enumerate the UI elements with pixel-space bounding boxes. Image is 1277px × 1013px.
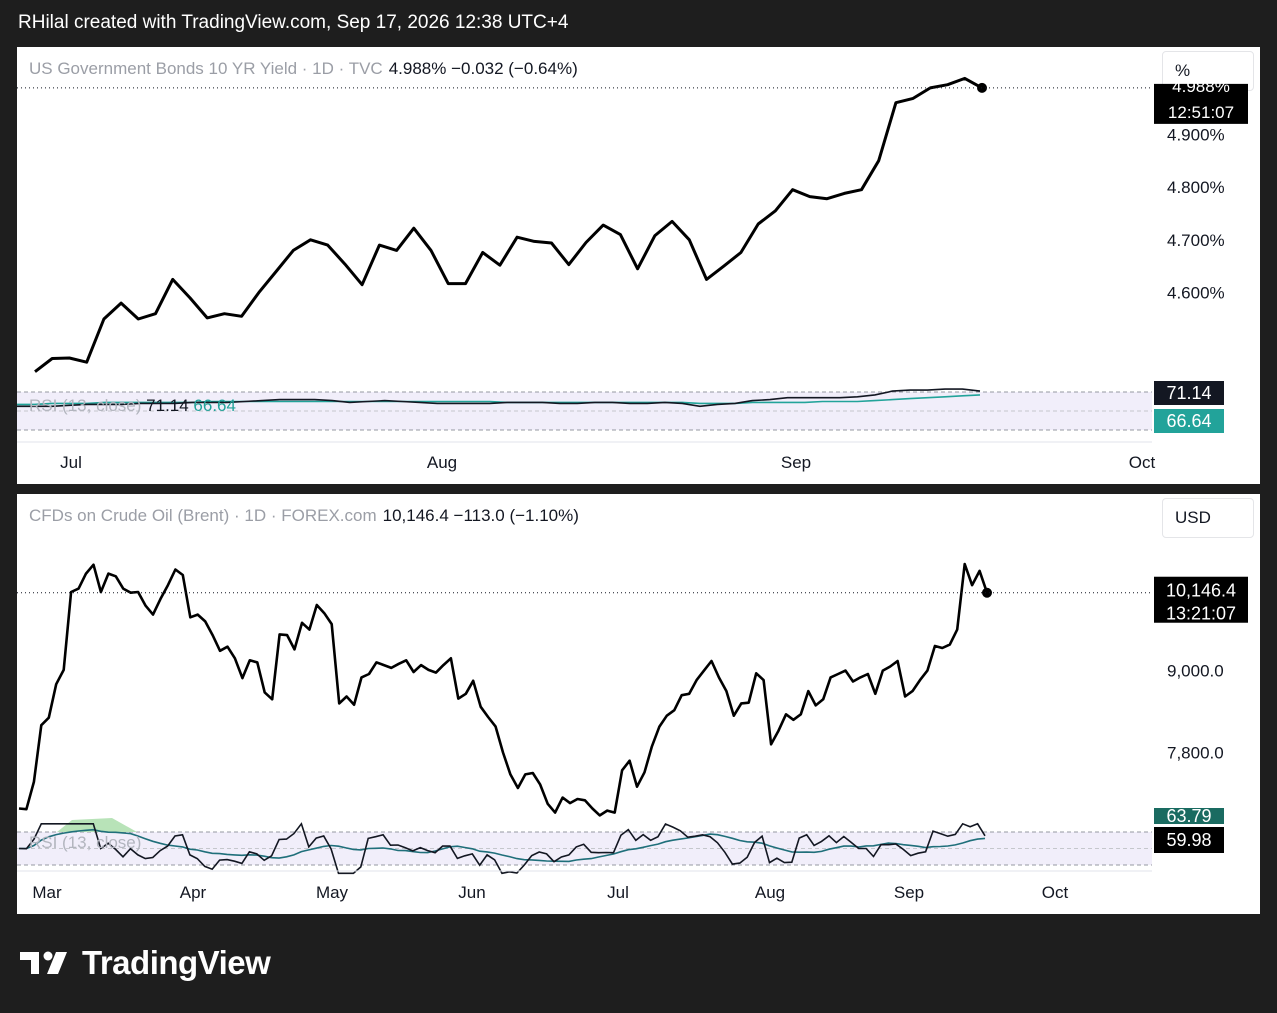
symbol-legend[interactable]: CFDs on Crude Oil (Brent) · 1D · FOREX.c… xyxy=(29,506,579,526)
rsi-legend: RSI (13, close) 71.14 66.64 xyxy=(29,396,236,415)
x-tick-label: Sep xyxy=(781,453,811,472)
rsi-ma-badge xyxy=(1154,409,1224,433)
x-tick-label: Sep xyxy=(894,883,924,902)
rsi-line xyxy=(18,822,986,875)
x-tick-label: Jul xyxy=(60,453,82,472)
rsi-value-badge xyxy=(1154,381,1224,405)
tradingview-wordmark: TradingView xyxy=(82,944,271,981)
y-tick-label: 4.800% xyxy=(1167,178,1225,197)
symbol-values: 10,146.4 −113.0 (−1.10%) xyxy=(382,506,579,525)
countdown-text: 12:51:07 xyxy=(1168,103,1234,122)
chart-panel-us10y[interactable]: US Government Bonds 10 YR Yield · 1D · T… xyxy=(17,47,1260,484)
x-tick-label: May xyxy=(316,883,349,902)
x-tick-label: Mar xyxy=(32,883,62,902)
price-badge xyxy=(1154,576,1248,623)
symbol-title[interactable]: US Government Bonds 10 YR Yield · 1D · T… xyxy=(29,59,383,78)
y-tick-label: 7,800.0 xyxy=(1167,744,1224,763)
rsi-ma-line xyxy=(17,394,981,406)
price-badge-value: 10,146.4 xyxy=(1166,581,1236,601)
y-tick-label: 4.600% xyxy=(1167,284,1225,303)
x-tick-label: Oct xyxy=(1129,453,1156,472)
x-tick-label: Aug xyxy=(427,453,457,472)
rsi-legend: RSI (13, close) xyxy=(29,833,141,852)
price-line xyxy=(34,76,983,373)
rsi-value-badge-text: 59.98 xyxy=(1166,830,1211,850)
x-tick-label: Oct xyxy=(1042,883,1069,902)
price-badge xyxy=(1154,83,1248,124)
countdown-text: 13:21:07 xyxy=(1166,604,1236,624)
y-tick-label: 4.900% xyxy=(1167,125,1225,144)
chart-area-us10y[interactable]: 4.600% 4.700% 4.800% 4.900% RSI (13, close) … xyxy=(17,47,1260,484)
chart-header: RHilal created with TradingView.com, Sep… xyxy=(18,12,569,33)
x-tick-label: Apr xyxy=(180,883,207,902)
rsi-ma-badge xyxy=(1154,808,1224,824)
rsi-overbought-fill xyxy=(57,818,137,832)
rsi-ma-badge-text: 66.64 xyxy=(1166,411,1211,431)
rsi-line xyxy=(17,388,981,408)
tradingview-logo: TradingView xyxy=(20,944,271,982)
rsi-value-badge xyxy=(1154,827,1224,853)
x-tick-label: Jun xyxy=(458,883,485,902)
rsi-value-badge-text: 71.14 xyxy=(1166,383,1211,403)
symbol-title[interactable]: CFDs on Crude Oil (Brent) · 1D · FOREX.c… xyxy=(29,506,377,525)
price-line xyxy=(18,562,989,817)
price-badge-value: 4.988% xyxy=(1172,77,1230,96)
x-tick-label: Jul xyxy=(607,883,629,902)
x-tick-label: Aug xyxy=(755,883,785,902)
chart-panel-brent[interactable]: CFDs on Crude Oil (Brent) · 1D · FOREX.c… xyxy=(17,494,1260,914)
y-tick-label: 9,000.0 xyxy=(1167,662,1224,681)
y-tick-label: 4.700% xyxy=(1167,231,1225,250)
symbol-values: 4.988% −0.032 (−0.64%) xyxy=(388,59,578,78)
chart-area-brent[interactable]: 7,800.0 9,000.0 RSI (13, close) 63.79 59.98 1… xyxy=(17,494,1260,914)
rsi-ma-line xyxy=(18,828,986,863)
tradingview-logo-icon xyxy=(20,951,67,974)
symbol-legend[interactable]: US Government Bonds 10 YR Yield · 1D · T… xyxy=(29,59,578,79)
unit-selector[interactable]: USD xyxy=(1162,498,1254,538)
rsi-ma-badge-text: 63.79 xyxy=(1166,806,1211,826)
last-price-dot xyxy=(982,587,992,598)
